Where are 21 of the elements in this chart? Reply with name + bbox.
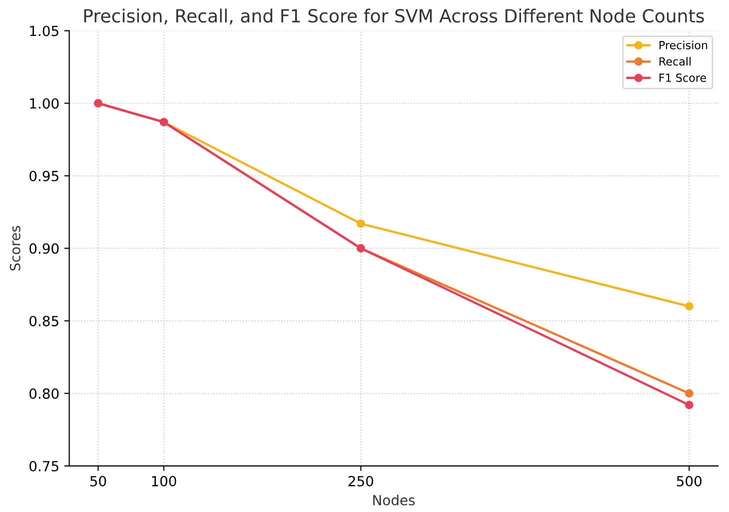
y-tick-label: 0.75 [30,460,58,472]
y-tick-label: 0.80 [30,388,59,399]
legend-label: Recall [660,57,691,66]
x-tick-label: 250 [348,476,374,486]
y-tick-label: 0.85 [30,316,58,326]
point [685,400,694,410]
legend-label: F1 Score [660,74,706,82]
x-tick-label: 100 [152,476,176,486]
x-tick-label: 50 [90,476,106,486]
y-axis-title: Scores [10,226,20,270]
y-tick-label: 0.95 [30,170,58,182]
x-axis-title: Nodes [373,494,415,506]
y-tick-label: 1.00 [30,98,59,109]
legend-label: Precision [660,40,708,50]
y-tick-label: 0.90 [30,243,59,254]
point [685,302,694,311]
point [685,389,694,398]
x-tick-label: 500 [676,476,702,486]
chart-title: Precision, Recall, and F1 Score for SVM Across Different Node Counts [84,8,704,24]
point [356,219,365,228]
y-tick-label: 1.05 [30,26,58,36]
